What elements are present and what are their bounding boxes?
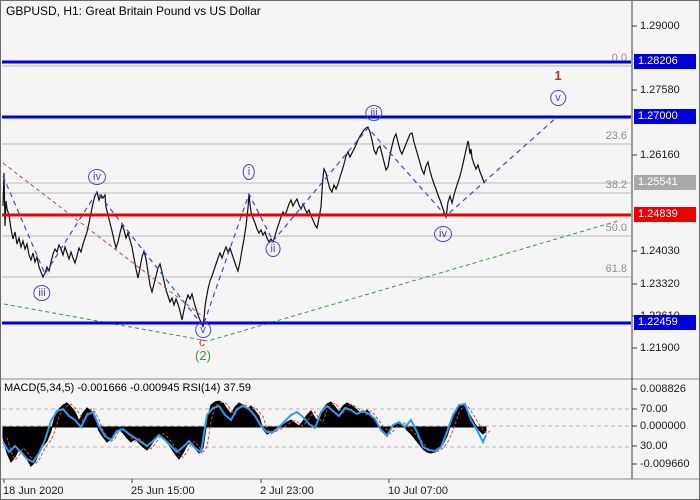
- wave-label-i: i: [242, 164, 256, 180]
- macd-y-label-0.008826: 0.008826: [640, 383, 686, 395]
- wave-label-(2): (2): [195, 348, 211, 363]
- x-tick-label: 2 Jul 23:00: [260, 485, 314, 497]
- price-tag-1.22459: 1.22459: [634, 315, 696, 330]
- trendline-red-dashed: [2, 162, 207, 320]
- macd-y-label--0.009660: -0.009660: [640, 458, 690, 470]
- rsi-line: [2, 402, 487, 464]
- wave-projection-dashed: [2, 116, 558, 328]
- price-tag-1.24839: 1.24839: [634, 207, 696, 222]
- price-tag-1.28206: 1.28206: [634, 54, 696, 69]
- wave-label-ii: ii: [265, 241, 281, 257]
- wave-label-v: v: [550, 90, 566, 106]
- y-tick-label-1.26160: 1.26160: [640, 149, 680, 161]
- wave-label-iv: iv: [434, 226, 452, 242]
- wave-label-iii: iii: [33, 285, 51, 301]
- fib-label-50.0: 50.0: [605, 222, 627, 234]
- fib-label-38.2: 38.2: [605, 179, 627, 191]
- x-tick-label: 18 Jun 2020: [3, 485, 64, 497]
- y-tick-label-1.23320: 1.23320: [640, 278, 680, 290]
- fib-label-61.8: 61.8: [605, 263, 627, 275]
- wave-label-iv: iv: [88, 169, 106, 185]
- wave-label-1: 1: [554, 68, 562, 83]
- macd-y-label-30.00: 30.00: [640, 440, 668, 452]
- y-tick-label-1.29000: 1.29000: [640, 20, 680, 32]
- y-tick-label-1.24030: 1.24030: [640, 245, 680, 257]
- indicator-label: MACD(5,34,5) -0.001666 -0.000945 RSI(14)…: [4, 382, 252, 394]
- wave-label-c: c: [199, 335, 205, 349]
- y-tick-label-1.21900: 1.21900: [640, 342, 680, 354]
- fib-label-0.0: 0.0: [611, 52, 627, 64]
- y-tick-label-1.27580: 1.27580: [640, 84, 680, 96]
- macd-y-label-0.000000: 0.000000: [640, 420, 686, 432]
- price-tag-1.27000: 1.27000: [634, 109, 696, 124]
- macd-y-label-70.00: 70.00: [640, 403, 668, 415]
- price-line: [2, 126, 486, 328]
- wave-label-v: v: [195, 322, 211, 338]
- wave-label-iii: iii: [365, 105, 383, 121]
- macd-area: [2, 400, 487, 467]
- x-tick-label: 25 Jun 15:00: [131, 485, 195, 497]
- price-tag-1.25541: 1.25541: [634, 175, 696, 190]
- x-tick-label: 10 Jul 07:00: [388, 485, 448, 497]
- fib-label-23.6: 23.6: [605, 130, 627, 142]
- chart-title: GBPUSD, H1: Great Britain Pound vs US Do…: [6, 4, 261, 18]
